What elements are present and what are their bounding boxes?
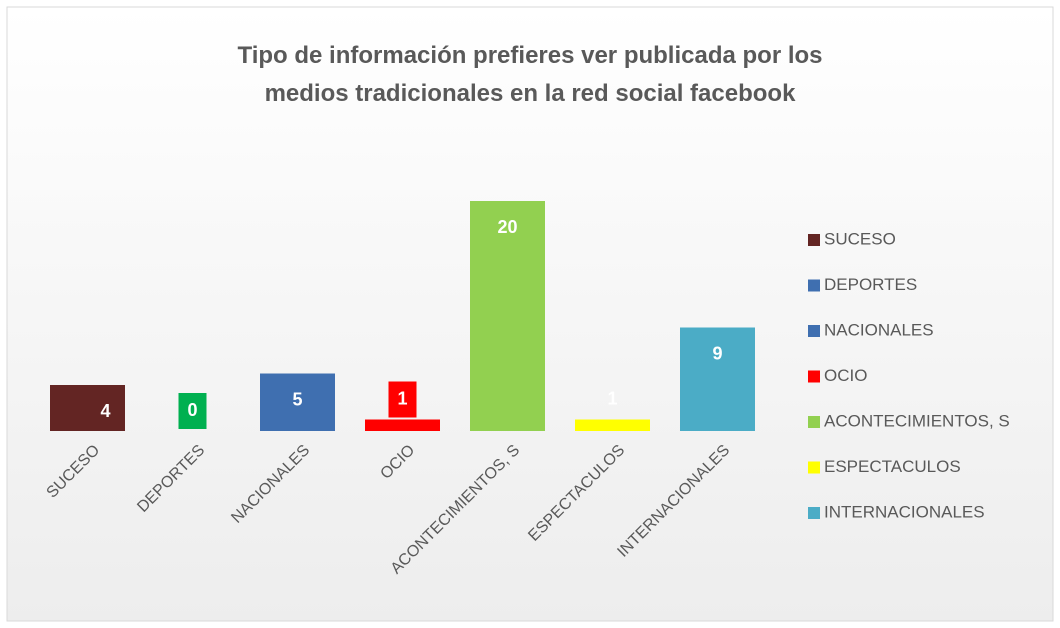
data-label: 1 (397, 388, 407, 408)
bar (680, 327, 755, 431)
legend-swatch (808, 325, 820, 337)
legend-swatch (808, 279, 820, 292)
bar (260, 373, 335, 431)
legend-swatch (808, 416, 820, 428)
legend-label: DEPORTES (824, 275, 917, 294)
legend-label: INTERNACIONALES (824, 502, 985, 521)
legend-swatch (808, 234, 820, 246)
label-box (178, 393, 207, 429)
data-label: 4 (100, 401, 110, 421)
label-box (388, 381, 417, 418)
chart-title: Tipo de información prefieres ver public… (237, 42, 822, 107)
legend-label: ACONTECIMIENTOS, S (824, 411, 1010, 430)
legend-label: NACIONALES (824, 320, 934, 339)
data-label: 0 (187, 400, 197, 420)
legend-label: SUCESO (824, 229, 896, 248)
legend-swatch (808, 461, 820, 474)
data-label: 20 (497, 217, 517, 237)
data-label: 1 (607, 388, 617, 408)
legend-swatch (808, 507, 820, 519)
bar (470, 201, 545, 431)
bar (365, 419, 440, 431)
legend-label: OCIO (824, 366, 867, 385)
legend-swatch (808, 370, 820, 383)
legend-label: ESPECTACULOS (824, 457, 961, 476)
bar (575, 419, 650, 431)
data-label: 5 (292, 389, 302, 409)
bar (50, 385, 125, 431)
data-label: 9 (712, 343, 722, 363)
